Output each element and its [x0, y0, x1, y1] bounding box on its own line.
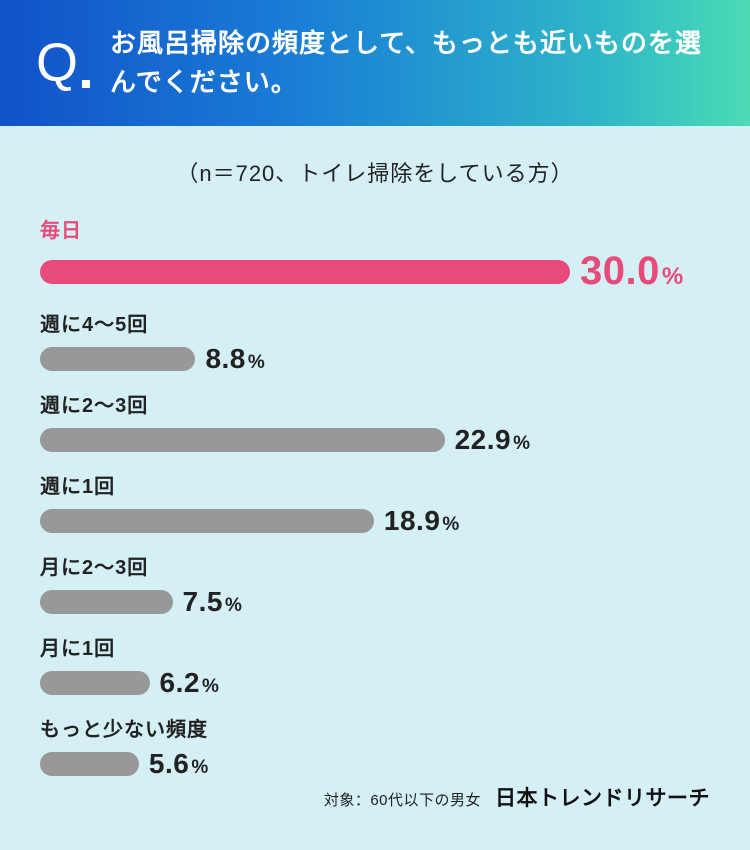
bar [40, 752, 139, 776]
bar-value: 8.8% [205, 343, 265, 375]
bar-label: 月に2～3回 [40, 551, 710, 580]
percent-suffix: % [248, 352, 265, 374]
question-text: お風呂掃除の頻度として、もっとも近いものを選んでください。 [110, 24, 714, 102]
bar-row: 月に2～3回 7.5% [40, 551, 710, 618]
bar-value-number: 8.8 [205, 343, 245, 375]
percent-suffix: % [191, 757, 208, 779]
q-dot [82, 80, 90, 88]
percent-suffix: % [513, 433, 530, 455]
bar-label: 月に1回 [40, 632, 710, 661]
bar-line: 18.9% [40, 505, 710, 537]
bar-label: 週に2～3回 [40, 389, 710, 418]
bar-line: 22.9% [40, 424, 710, 456]
percent-suffix: % [202, 676, 219, 698]
bar-line: 8.8% [40, 343, 710, 375]
bar-value-number: 18.9 [384, 505, 441, 537]
question-header: Q お風呂掃除の頻度として、もっとも近いものを選んでください。 [0, 0, 750, 126]
footer: 対象：60代以下の男女 日本トレンドリサーチ [324, 782, 710, 812]
bar-label: 毎日 [40, 214, 710, 243]
bar-row: 週に1回 18.9% [40, 470, 710, 537]
q-icon: Q [36, 32, 90, 94]
percent-suffix: % [442, 514, 459, 536]
q-letter: Q [36, 32, 76, 94]
bar-line: 7.5% [40, 586, 710, 618]
bar-label: もっと少ない頻度 [40, 713, 710, 742]
bar [40, 509, 374, 533]
percent-suffix: % [225, 595, 242, 617]
bar-value: 22.9% [455, 424, 531, 456]
bar-row: もっと少ない頻度 5.6% [40, 713, 710, 780]
bar [40, 590, 173, 614]
bar-value: 18.9% [384, 505, 460, 537]
sample-subtitle: （n＝720、トイレ掃除をしている方） [0, 156, 750, 188]
bar-row: 毎日 30.0% [40, 214, 710, 294]
bar [40, 428, 445, 452]
bar-row: 月に1回 6.2% [40, 632, 710, 699]
bar-value-number: 30.0 [580, 249, 660, 294]
bar [40, 671, 150, 695]
bar-value: 7.5% [183, 586, 243, 618]
bar-line: 6.2% [40, 667, 710, 699]
bar-value-number: 5.6 [149, 748, 189, 780]
bar-value: 30.0% [580, 249, 684, 294]
bar-line: 30.0% [40, 249, 710, 294]
bar-value-number: 7.5 [183, 586, 223, 618]
bar-chart: 毎日30.0%週に4～5回8.8%週に2～3回22.9%週に1回18.9%月に2… [0, 214, 750, 780]
footer-brand: 日本トレンドリサーチ [495, 782, 710, 812]
bar-value-number: 6.2 [160, 667, 200, 699]
bar-row: 週に2～3回 22.9% [40, 389, 710, 456]
bar-value-number: 22.9 [455, 424, 512, 456]
bar [40, 260, 570, 284]
bar-label: 週に1回 [40, 470, 710, 499]
bar-line: 5.6% [40, 748, 710, 780]
footer-note: 対象：60代以下の男女 [324, 789, 481, 810]
bar [40, 347, 195, 371]
percent-suffix: % [662, 263, 684, 291]
bar-row: 週に4～5回 8.8% [40, 308, 710, 375]
bar-value: 6.2% [160, 667, 220, 699]
bar-label: 週に4～5回 [40, 308, 710, 337]
bar-value: 5.6% [149, 748, 209, 780]
